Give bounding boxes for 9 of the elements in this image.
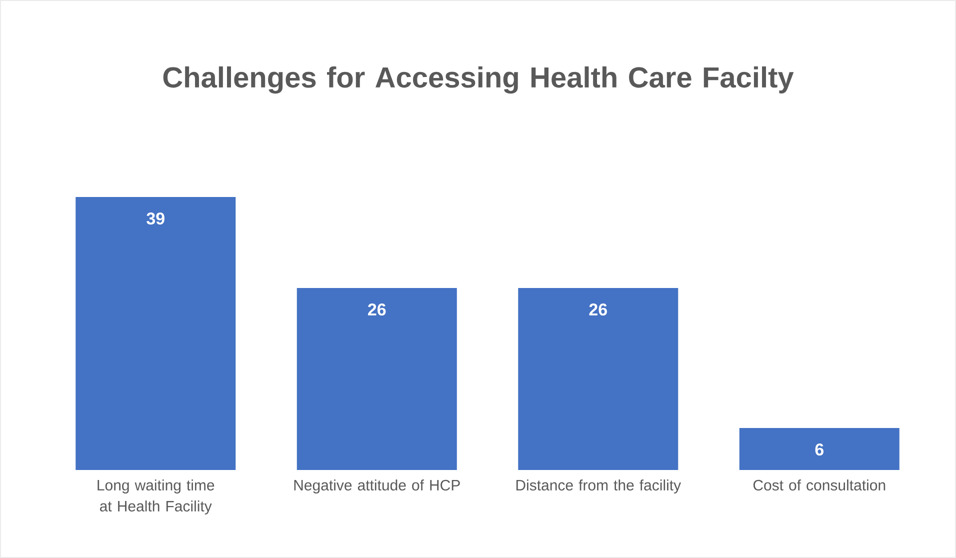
x-tick-label: Negative attitude of HCP	[294, 480, 460, 494]
data-label: 26	[368, 304, 386, 316]
data-label: 6	[815, 444, 824, 456]
x-tick-label: Long waiting time at Health Facility	[98, 480, 214, 514]
data-label: 39	[146, 212, 164, 225]
data-label: 26	[589, 304, 607, 316]
x-tick-label: Cost of consultation	[753, 480, 886, 491]
chart-title: Challenges for Accessing Health Care Facilty	[163, 66, 794, 94]
x-tick-label: Distance from the facility	[516, 480, 682, 494]
